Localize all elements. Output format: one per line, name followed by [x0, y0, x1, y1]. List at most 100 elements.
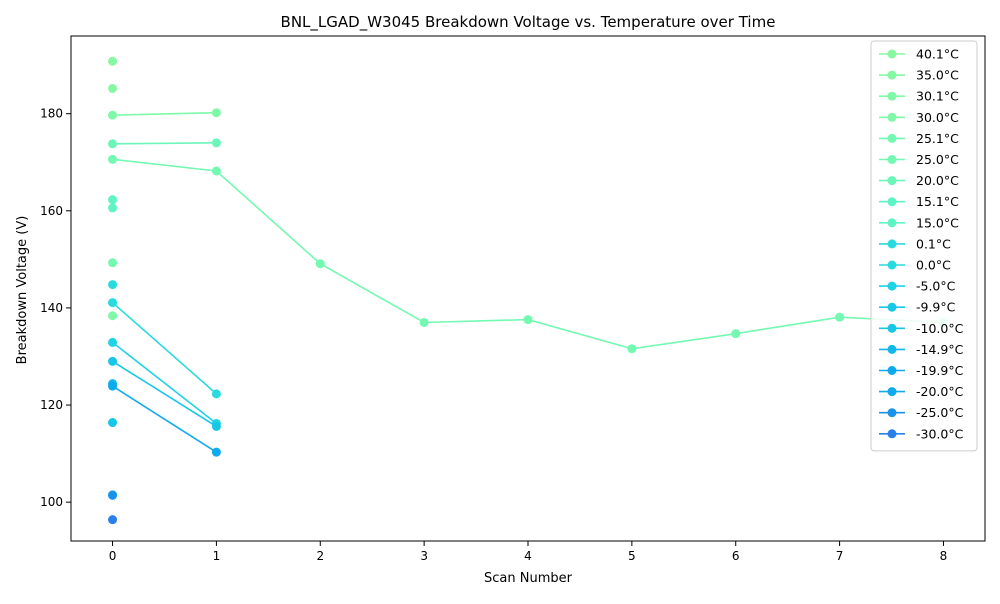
legend-label: 15.0°C: [916, 215, 959, 230]
legend-entry: 25.0°C: [879, 152, 959, 167]
legend-label: -9.9°C: [916, 300, 956, 315]
legend-entry: -10.0°C: [879, 321, 964, 336]
x-tick-label: 4: [524, 549, 532, 563]
plot-frame: [70, 35, 986, 542]
data-point: [523, 315, 533, 325]
data-point: [108, 311, 118, 321]
data-point: [211, 138, 221, 148]
series-4: [108, 154, 948, 354]
legend-marker: [887, 366, 897, 375]
legend-label: 40.1°C: [916, 47, 959, 62]
legend-marker: [887, 260, 897, 270]
series-10: [108, 298, 221, 399]
data-point: [108, 381, 118, 391]
series-15: [108, 381, 221, 457]
x-axis: 0 1 2 3 4 5 6 7 8: [109, 541, 947, 563]
x-tick-label: 1: [213, 549, 221, 563]
series-1: [108, 83, 118, 93]
series-8: [108, 203, 118, 213]
data-point: [211, 421, 221, 431]
legend-label: -14.9°C: [916, 342, 964, 357]
legend-label: 20.0°C: [916, 173, 959, 188]
legend-entry: 15.0°C: [879, 215, 959, 230]
legend-entry: 40.1°C: [879, 47, 959, 62]
x-tick-label: 0: [109, 549, 117, 563]
series-5: [108, 258, 118, 268]
legend-box: [870, 40, 978, 452]
data-point: [108, 418, 118, 428]
series-line: [112, 142, 217, 145]
x-axis-label: Scan Number: [484, 571, 573, 586]
legend-label: -10.0°C: [916, 321, 964, 336]
data-point: [108, 490, 118, 500]
legend-entry: 25.1°C: [879, 131, 959, 146]
data-point: [108, 298, 118, 308]
data-point: [108, 154, 118, 164]
legend-entry: 30.1°C: [879, 89, 959, 104]
legend-marker: [887, 344, 897, 354]
legend-entry: -20.0°C: [879, 384, 964, 399]
legend-marker: [887, 408, 897, 418]
data-point: [108, 139, 118, 149]
data-point: [211, 166, 221, 176]
series-7: [108, 195, 118, 205]
y-tick-label: 120: [40, 398, 63, 412]
data-point: [108, 515, 118, 525]
legend-marker: [887, 155, 897, 164]
legend-entry: 15.1°C: [879, 194, 959, 209]
series-17: [108, 490, 118, 500]
series-12: [108, 418, 118, 428]
legend-entry: 0.1°C: [879, 236, 951, 251]
y-axis-label: Breakdown Voltage (V): [15, 216, 30, 365]
series-0: [108, 56, 118, 66]
legend-marker: [887, 49, 897, 59]
data-point: [108, 258, 118, 268]
legend: 40.1°C 35.0°C 30.1°C 30.0°C 25.1°C 25.0°C 20.0…: [870, 40, 978, 452]
legend-marker: [887, 429, 897, 439]
data-point: [108, 83, 118, 93]
legend-label: 15.1°C: [916, 194, 959, 209]
data-point: [211, 447, 221, 457]
chart-title: BNL_LGAD_W3045 Breakdown Voltage vs. Tem…: [281, 13, 776, 32]
legend-label: 25.1°C: [916, 131, 959, 146]
series-line: [112, 385, 217, 453]
data-point: [211, 389, 221, 399]
data-point: [108, 195, 118, 205]
legend-label: 0.0°C: [916, 258, 951, 273]
legend-marker: [887, 302, 897, 312]
plot-area: [70, 35, 986, 542]
series-line: [112, 341, 217, 425]
data-point: [108, 203, 118, 213]
data-point: [731, 329, 741, 339]
legend-label: 30.1°C: [916, 89, 959, 104]
y-tick-label: 180: [40, 107, 63, 121]
series-3: [108, 311, 118, 321]
legend-marker: [887, 91, 897, 101]
legend-entry: 0.0°C: [879, 258, 951, 273]
y-axis: 100 120 140 160 180: [40, 107, 71, 509]
legend-marker: [887, 112, 897, 122]
legend-entry: -30.0°C: [879, 426, 964, 441]
series-line: [112, 360, 217, 428]
data-point: [108, 337, 118, 347]
legend-marker: [887, 70, 897, 80]
x-tick-label: 6: [732, 549, 740, 563]
legend-entry: 30.0°C: [879, 110, 959, 125]
legend-entry: -9.9°C: [879, 300, 956, 315]
data-point: [627, 344, 637, 354]
series-line: [112, 301, 217, 395]
legend-label: -25.0°C: [916, 405, 964, 420]
legend-marker: [887, 387, 897, 397]
series-9: [108, 280, 118, 290]
series-6: [108, 138, 221, 149]
legend-label: 30.0°C: [916, 110, 959, 125]
legend-entry: -5.0°C: [879, 279, 956, 294]
legend-marker: [887, 239, 897, 249]
legend-label: 35.0°C: [916, 68, 959, 83]
legend-marker: [887, 197, 897, 207]
data-point: [835, 312, 845, 322]
legend-entry: 35.0°C: [879, 68, 959, 83]
data-point: [108, 356, 118, 366]
